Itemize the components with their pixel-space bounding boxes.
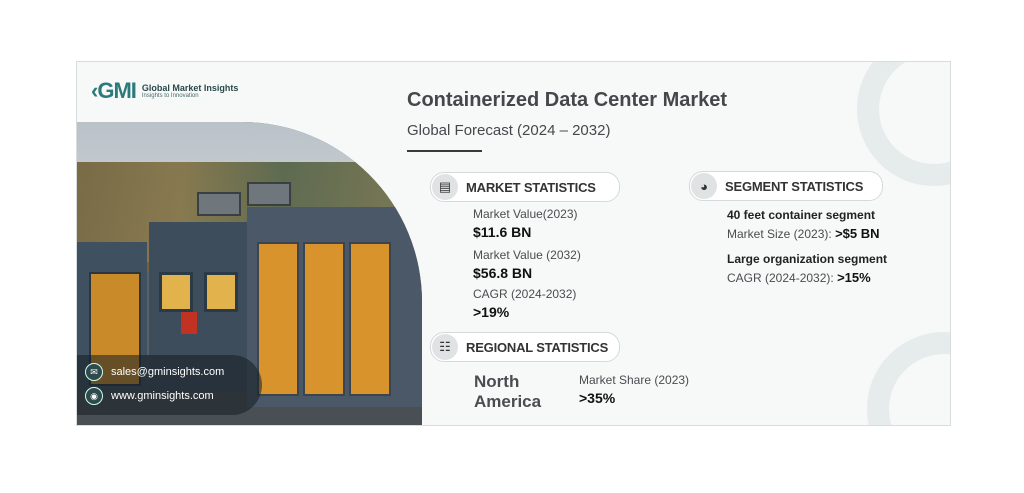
segment-2-name: Large organization segment bbox=[727, 252, 888, 266]
logo-text: Global Market Insights Insights to Innov… bbox=[142, 83, 239, 99]
email-text: sales@gminsights.com bbox=[111, 366, 225, 378]
region-name: North America bbox=[474, 372, 541, 412]
gauge-icon: ◕ bbox=[691, 173, 717, 199]
logo-tagline: Insights to Innovation bbox=[141, 93, 199, 99]
globe-grid-icon: ☷ bbox=[432, 334, 458, 360]
gmi-logo-mark: ‹GMI bbox=[91, 78, 137, 103]
container-right bbox=[247, 207, 422, 407]
segment-1-line: Market Size (2023): >$5 BN bbox=[727, 226, 880, 241]
segment-1-value: >$5 BN bbox=[835, 226, 880, 241]
page-title: Containerized Data Center Market bbox=[407, 89, 728, 111]
infographic-card: ‹GMI Global Market Insights Insights to … bbox=[76, 61, 951, 426]
email-row[interactable]: ✉ sales@gminsights.com bbox=[85, 363, 224, 381]
market-value-2032: $56.8 BN bbox=[473, 265, 533, 281]
segment-1-metric: Market Size (2023): bbox=[727, 227, 832, 241]
hvac-unit bbox=[197, 192, 241, 216]
market-value-2023-label: Market Value(2023) bbox=[473, 207, 578, 221]
globe-icon: ◉ bbox=[85, 387, 103, 405]
brand-logo[interactable]: ‹GMI Global Market Insights Insights to … bbox=[91, 78, 238, 104]
contact-panel: ✉ sales@gminsights.com ◉ www.gminsights.… bbox=[77, 355, 262, 415]
segment-2-metric: CAGR (2024-2032): bbox=[727, 271, 834, 285]
market-statistics-label: MARKET STATISTICS bbox=[466, 179, 596, 195]
market-share-label: Market Share (2023) bbox=[579, 373, 690, 387]
decor-ring-top bbox=[857, 62, 950, 186]
website-text: www.gminsights.com bbox=[111, 390, 214, 402]
segment-2-line: CAGR (2024-2032): >15% bbox=[727, 270, 871, 285]
market-statistics-header: ▤ MARKET STATISTICS bbox=[430, 172, 620, 202]
cagr-value: >19% bbox=[473, 304, 510, 320]
segment-statistics-header: ◕ SEGMENT STATISTICS bbox=[689, 171, 883, 201]
market-value-2032-label: Market Value (2032) bbox=[473, 248, 581, 262]
cagr-label: CAGR (2024-2032) bbox=[473, 287, 577, 301]
segment-statistics-label: SEGMENT STATISTICS bbox=[725, 178, 864, 194]
website-row[interactable]: ◉ www.gminsights.com bbox=[85, 387, 214, 405]
logo-name: Global Market Insights bbox=[141, 83, 239, 93]
segment-1-name: 40 feet container segment bbox=[727, 208, 876, 222]
regional-statistics-label: REGIONAL STATISTICS bbox=[466, 339, 609, 355]
decor-ring-bottom bbox=[867, 332, 950, 425]
region-name-line1: North bbox=[474, 372, 520, 391]
title-underline bbox=[407, 150, 482, 152]
red-junction-box bbox=[181, 312, 197, 334]
region-name-line2: America bbox=[474, 392, 542, 411]
bar-chart-icon: ▤ bbox=[432, 174, 458, 200]
market-value-2023: $11.6 BN bbox=[473, 224, 532, 240]
page-subtitle: Global Forecast (2024 – 2032) bbox=[407, 122, 611, 139]
segment-2-value: >15% bbox=[837, 270, 871, 285]
regional-statistics-header: ☷ REGIONAL STATISTICS bbox=[430, 332, 620, 362]
mail-icon: ✉ bbox=[85, 363, 103, 381]
market-share-value: >35% bbox=[579, 390, 616, 406]
hvac-unit bbox=[247, 182, 291, 206]
container-photo: ✉ sales@gminsights.com ◉ www.gminsights.… bbox=[77, 122, 422, 425]
